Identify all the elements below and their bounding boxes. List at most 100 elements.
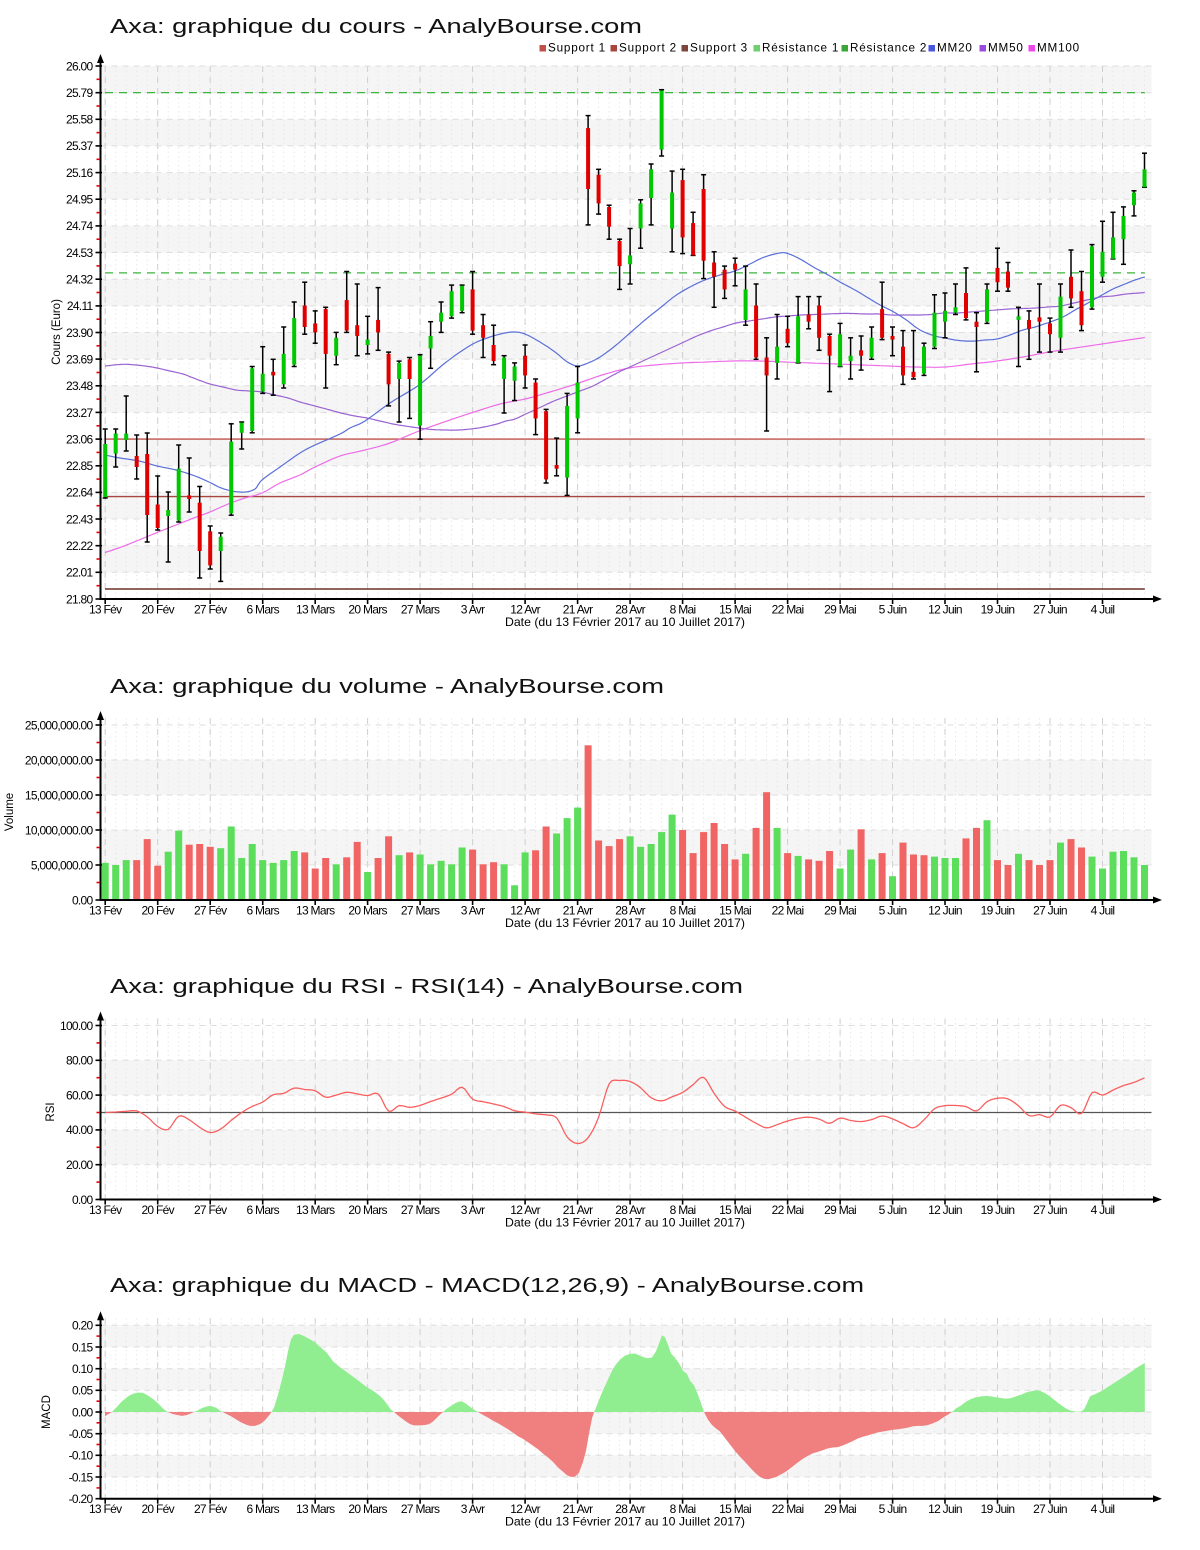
svg-text:Support 2: Support 2 — [619, 42, 677, 55]
svg-text:10,000,000.00: 10,000,000.00 — [25, 823, 94, 837]
svg-text:-0.05: -0.05 — [69, 1427, 94, 1441]
svg-text:12 Juin: 12 Juin — [928, 1203, 962, 1217]
svg-text:13 Fév: 13 Fév — [89, 603, 122, 617]
svg-text:4 Juil: 4 Juil — [1091, 904, 1115, 918]
svg-text:3 Avr: 3 Avr — [461, 1502, 485, 1516]
svg-text:Résistance 1: Résistance 1 — [762, 42, 839, 55]
svg-text:28 Avr: 28 Avr — [615, 603, 645, 617]
svg-text:27 Fév: 27 Fév — [194, 603, 227, 617]
svg-text:22.85: 22.85 — [66, 459, 94, 473]
svg-text:20 Mars: 20 Mars — [348, 1502, 387, 1516]
svg-text:20 Fév: 20 Fév — [141, 603, 174, 617]
svg-text:RSI: RSI — [45, 1102, 57, 1121]
svg-text:20.00: 20.00 — [66, 1158, 94, 1172]
svg-text:26.00: 26.00 — [66, 59, 94, 73]
svg-text:29 Mai: 29 Mai — [824, 603, 856, 617]
svg-text:29 Mai: 29 Mai — [824, 1502, 856, 1516]
svg-text:15 Mai: 15 Mai — [719, 1502, 751, 1516]
svg-text:100.00: 100.00 — [60, 1019, 94, 1033]
svg-text:8 Mai: 8 Mai — [670, 1203, 696, 1217]
svg-text:12 Avr: 12 Avr — [510, 904, 540, 918]
svg-text:6 Mars: 6 Mars — [246, 1502, 279, 1516]
svg-text:40.00: 40.00 — [66, 1123, 94, 1137]
svg-text:20 Fév: 20 Fév — [141, 904, 174, 918]
svg-text:27 Fév: 27 Fév — [194, 1502, 227, 1516]
svg-text:24.74: 24.74 — [66, 219, 94, 233]
svg-text:13 Fév: 13 Fév — [89, 1502, 122, 1516]
svg-text:23.90: 23.90 — [66, 326, 94, 340]
svg-text:27 Fév: 27 Fév — [194, 1203, 227, 1217]
svg-text:22.01: 22.01 — [66, 566, 94, 580]
svg-text:0.10: 0.10 — [72, 1362, 94, 1376]
svg-text:Volume: Volume — [4, 793, 16, 831]
svg-text:12 Juin: 12 Juin — [928, 1502, 962, 1516]
svg-text:13 Mars: 13 Mars — [296, 904, 335, 918]
svg-text:5,000,000.00: 5,000,000.00 — [31, 858, 94, 872]
svg-text:0.20: 0.20 — [72, 1319, 94, 1333]
svg-text:12 Avr: 12 Avr — [510, 1203, 540, 1217]
svg-text:13 Mars: 13 Mars — [296, 1502, 335, 1516]
svg-text:22.64: 22.64 — [66, 486, 94, 500]
svg-text:5 Juin: 5 Juin — [879, 603, 907, 617]
svg-text:3 Avr: 3 Avr — [461, 904, 485, 918]
svg-text:15 Mai: 15 Mai — [719, 603, 751, 617]
svg-text:27 Juin: 27 Juin — [1033, 1203, 1067, 1217]
svg-text:27 Juin: 27 Juin — [1033, 603, 1067, 617]
svg-text:6 Mars: 6 Mars — [246, 1203, 279, 1217]
svg-text:24.11: 24.11 — [67, 299, 94, 313]
svg-text:8 Mai: 8 Mai — [670, 904, 696, 918]
svg-text:0.00: 0.00 — [72, 1193, 94, 1207]
svg-text:MM50: MM50 — [988, 42, 1024, 55]
svg-text:29 Mai: 29 Mai — [824, 904, 856, 918]
svg-text:12 Avr: 12 Avr — [510, 603, 540, 617]
svg-text:13 Fév: 13 Fév — [89, 904, 122, 918]
svg-text:21 Avr: 21 Avr — [563, 904, 593, 918]
svg-text:15 Mai: 15 Mai — [719, 904, 751, 918]
svg-text:Axa: graphique du MACD - MACD(: Axa: graphique du MACD - MACD(12,26,9) -… — [110, 1274, 864, 1297]
svg-text:22 Mai: 22 Mai — [772, 1502, 804, 1516]
svg-text:28 Avr: 28 Avr — [615, 1203, 645, 1217]
svg-text:6 Mars: 6 Mars — [246, 904, 279, 918]
svg-text:0.15: 0.15 — [72, 1340, 94, 1354]
svg-text:24.53: 24.53 — [66, 246, 94, 260]
svg-text:0.05: 0.05 — [72, 1384, 94, 1398]
svg-text:28 Avr: 28 Avr — [615, 1502, 645, 1516]
svg-text:24.95: 24.95 — [66, 193, 94, 207]
svg-text:Axa: graphique du cours - Anal: Axa: graphique du cours - AnalyBourse.co… — [110, 15, 642, 38]
svg-text:27 Mars: 27 Mars — [401, 904, 440, 918]
svg-text:25.37: 25.37 — [66, 139, 94, 153]
svg-text:4 Juil: 4 Juil — [1091, 1203, 1115, 1217]
svg-text:-0.15: -0.15 — [69, 1470, 94, 1484]
svg-text:-0.20: -0.20 — [69, 1492, 94, 1506]
svg-text:12 Avr: 12 Avr — [510, 1502, 540, 1516]
svg-text:MM100: MM100 — [1037, 42, 1080, 55]
svg-text:21 Avr: 21 Avr — [563, 1203, 593, 1217]
svg-text:25.79: 25.79 — [66, 86, 94, 100]
svg-text:25,000,000.00: 25,000,000.00 — [25, 718, 94, 732]
svg-text:MACD: MACD — [41, 1395, 53, 1429]
svg-text:Date (du 13 Février 2017 au 10: Date (du 13 Février 2017 au 10 Juillet 2… — [505, 1515, 745, 1529]
svg-text:15,000,000.00: 15,000,000.00 — [25, 788, 94, 802]
svg-text:5 Juin: 5 Juin — [879, 1502, 907, 1516]
svg-text:23.48: 23.48 — [66, 379, 94, 393]
svg-text:0.00: 0.00 — [72, 893, 94, 907]
svg-text:23.27: 23.27 — [66, 406, 94, 420]
svg-text:20 Mars: 20 Mars — [348, 904, 387, 918]
svg-text:19 Juin: 19 Juin — [981, 603, 1015, 617]
svg-text:Résistance 2: Résistance 2 — [850, 42, 927, 55]
svg-text:20 Mars: 20 Mars — [348, 603, 387, 617]
svg-text:Date (du 13 Février 2017 au 10: Date (du 13 Février 2017 au 10 Juillet 2… — [505, 615, 745, 629]
svg-text:6 Mars: 6 Mars — [246, 603, 279, 617]
svg-text:4 Juil: 4 Juil — [1091, 603, 1115, 617]
svg-text:Support 1: Support 1 — [548, 42, 606, 55]
svg-text:28 Avr: 28 Avr — [615, 904, 645, 918]
svg-text:22.43: 22.43 — [66, 512, 94, 526]
svg-text:5 Juin: 5 Juin — [879, 1203, 907, 1217]
svg-text:22.22: 22.22 — [66, 539, 94, 553]
svg-text:27 Juin: 27 Juin — [1033, 1502, 1067, 1516]
svg-text:25.16: 25.16 — [66, 166, 94, 180]
svg-text:3 Avr: 3 Avr — [461, 603, 485, 617]
svg-text:12 Juin: 12 Juin — [928, 904, 962, 918]
svg-text:29 Mai: 29 Mai — [824, 1203, 856, 1217]
svg-text:-0.10: -0.10 — [69, 1449, 94, 1463]
